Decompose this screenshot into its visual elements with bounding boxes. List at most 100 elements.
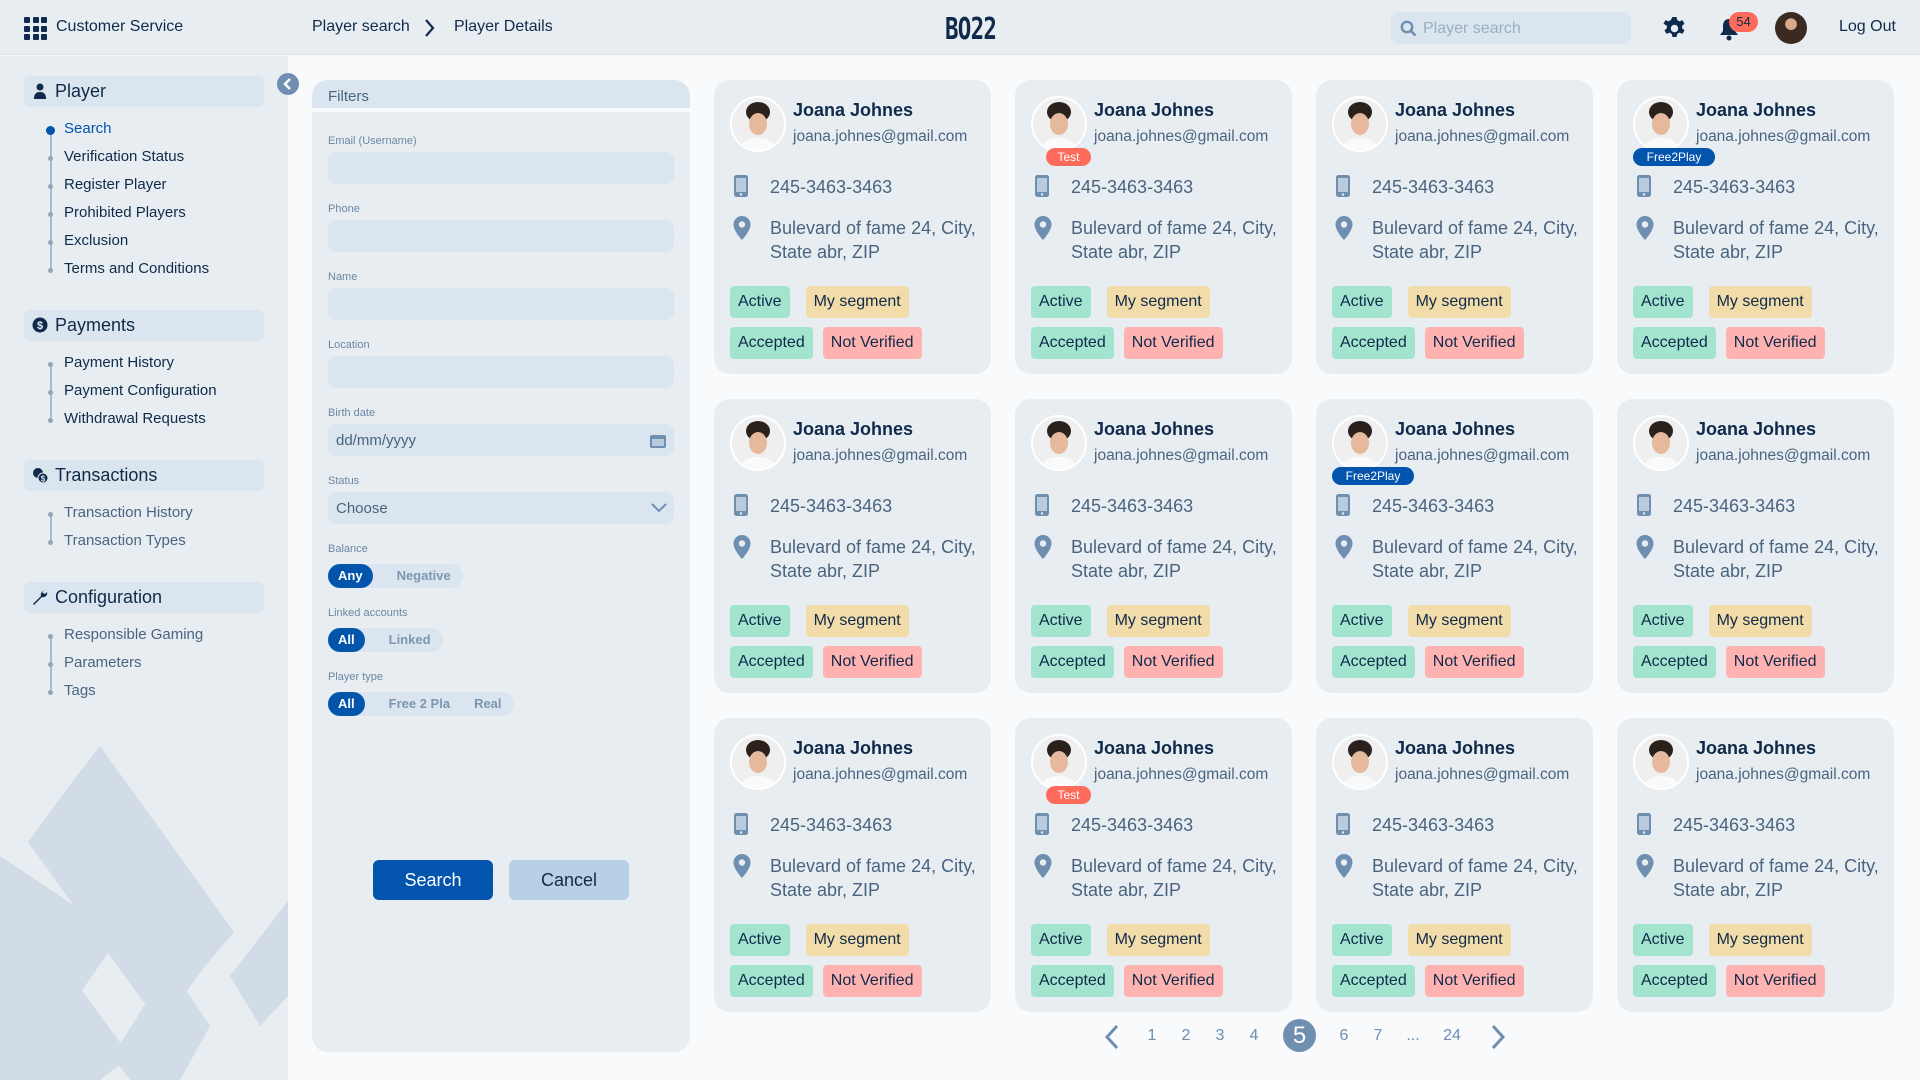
player-card[interactable]: Free2Play Joana Johnes joana.johnes@gmail.… [1316, 399, 1593, 693]
player-email: joana.johnes@gmail.com [793, 128, 968, 145]
page-3[interactable]: 3 [1215, 1027, 1225, 1044]
chevron-right-icon [425, 19, 435, 37]
player-card[interactable]: Test Joana Johnes joana.johnes@gmail.com 24… [1015, 80, 1292, 374]
player-photo [1334, 417, 1386, 469]
prev-page-icon[interactable] [1104, 1024, 1120, 1050]
player-phone: 245-3463-3463 [1372, 496, 1495, 516]
sidebar-item-verification-status[interactable]: Verification Status [64, 148, 185, 165]
sidebar-item-parameters[interactable]: Parameters [64, 654, 142, 671]
type-free2play[interactable]: Free 2 Pla [388, 696, 451, 711]
player-email: joana.johnes@gmail.com [793, 447, 968, 464]
player-address: Bulevard of fame 24, City, State abr, ZI… [1372, 218, 1578, 262]
sidebar-item-tags[interactable]: Tags [64, 682, 96, 699]
player-email: joana.johnes@gmail.com [1094, 128, 1269, 145]
sidebar-item-register-player[interactable]: Register Player [64, 176, 167, 193]
player-card[interactable]: Joana Johnes joana.johnes@gmail.com 245-34… [1015, 399, 1292, 693]
page-1[interactable]: 1 [1147, 1027, 1157, 1044]
tag-not-verified: Not Verified [1123, 965, 1223, 997]
tag-active: Active [1633, 924, 1693, 956]
sidebar-item-prohibited-players[interactable]: Prohibited Players [64, 204, 186, 221]
gear-icon[interactable] [1662, 16, 1687, 41]
tag-accepted: Accepted [1031, 646, 1114, 678]
type-all[interactable]: All [328, 692, 365, 716]
test-badge: Test [1046, 786, 1091, 804]
player-card[interactable]: Joana Johnes joana.johnes@gmail.com 245-34… [714, 80, 991, 374]
player-avatar [1332, 734, 1388, 790]
tag-active: Active [1633, 286, 1693, 318]
player-card[interactable]: Joana Johnes joana.johnes@gmail.com 245-34… [714, 399, 991, 693]
transactions-icon: $ [33, 468, 48, 484]
phone-icon [1336, 494, 1350, 516]
sidebar-item-search[interactable]: Search [64, 120, 112, 137]
search-button[interactable]: Search [373, 860, 493, 900]
tag-my-segment: My segment [1106, 605, 1210, 637]
sidebar-item-withdrawal-requests[interactable]: Withdrawal Requests [64, 410, 206, 427]
email-field[interactable] [328, 152, 674, 184]
player-card[interactable]: Joana Johnes joana.johnes@gmail.com 245-34… [714, 718, 991, 1012]
player-phone: 245-3463-3463 [1673, 177, 1796, 197]
sidebar-group-payments[interactable]: $ Payments [24, 310, 264, 341]
player-address: Bulevard of fame 24, City, State abr, ZI… [1673, 218, 1879, 262]
tag-accepted: Accepted [730, 327, 813, 359]
linked-linked[interactable]: Linked [388, 632, 431, 647]
page-2[interactable]: 2 [1181, 1027, 1191, 1044]
location-pin-icon [733, 216, 751, 240]
birth-date-field[interactable]: dd/mm/yyyy [328, 424, 674, 456]
status-select[interactable]: Choose [328, 492, 674, 524]
location-pin-icon [1034, 535, 1052, 559]
sidebar-item-payment-configuration[interactable]: Payment Configuration [64, 382, 217, 399]
name-field[interactable] [328, 288, 674, 320]
collapse-sidebar-button[interactable] [277, 73, 299, 95]
player-search-input[interactable]: Player search [1391, 12, 1631, 44]
player-card[interactable]: Test Joana Johnes joana.johnes@gmail.com 24… [1015, 718, 1292, 1012]
next-page-icon[interactable] [1490, 1024, 1506, 1050]
cancel-button[interactable]: Cancel [509, 860, 629, 900]
page-7[interactable]: 7 [1373, 1027, 1383, 1044]
calendar-icon[interactable] [650, 433, 666, 448]
player-card[interactable]: Joana Johnes joana.johnes@gmail.com 245-34… [1617, 718, 1894, 1012]
sidebar-item-transaction-types[interactable]: Transaction Types [64, 532, 186, 549]
logout-link[interactable]: Log Out [1839, 18, 1896, 35]
player-card[interactable]: Joana Johnes joana.johnes@gmail.com 245-34… [1316, 80, 1593, 374]
tag-accepted: Accepted [1633, 327, 1716, 359]
sidebar-item-transaction-history[interactable]: Transaction History [64, 504, 193, 521]
sidebar-item-exclusion[interactable]: Exclusion [64, 232, 129, 249]
tag-my-segment: My segment [805, 286, 909, 318]
player-card[interactable]: Free2Play Joana Johnes joana.johnes@gmail.… [1617, 80, 1894, 374]
sidebar: Player Search Verification Status Register … [0, 56, 288, 1080]
sidebar-item-payment-history[interactable]: Payment History [64, 354, 175, 371]
sidebar-item-terms-and-conditions[interactable]: Terms and Conditions [64, 260, 210, 277]
sidebar-tree-line [50, 514, 52, 542]
apps-grid-icon[interactable] [24, 17, 47, 40]
balance-negative[interactable]: Negative [396, 568, 451, 583]
page-4[interactable]: 4 [1249, 1027, 1259, 1044]
player-card[interactable]: Joana Johnes joana.johnes@gmail.com 245-34… [1617, 399, 1894, 693]
location-pin-icon [1034, 854, 1052, 878]
page-6[interactable]: 6 [1339, 1027, 1349, 1044]
player-photo [1334, 98, 1386, 150]
phone-field[interactable] [328, 220, 674, 252]
player-card[interactable]: Joana Johnes joana.johnes@gmail.com 245-34… [1316, 718, 1593, 1012]
sidebar-item-bullet [46, 126, 55, 135]
chevron-left-icon [283, 78, 291, 90]
svg-text:$: $ [41, 475, 46, 484]
chevron-down-icon [651, 503, 667, 513]
location-field[interactable] [328, 356, 674, 388]
sidebar-group-configuration[interactable]: Configuration [24, 582, 264, 613]
free2play-badge: Free2Play [1332, 467, 1414, 485]
sidebar-item-bullet [48, 662, 53, 667]
page-24[interactable]: 24 [1443, 1027, 1461, 1044]
user-avatar[interactable] [1775, 12, 1807, 44]
player-phone: 245-3463-3463 [1372, 815, 1495, 835]
sidebar-group-transactions[interactable]: $ Transactions [24, 460, 264, 491]
sidebar-item-responsible-gaming[interactable]: Responsible Gaming [64, 626, 204, 643]
type-real[interactable]: Real [474, 696, 502, 711]
player-avatar [1031, 734, 1087, 790]
location-pin-icon [733, 854, 751, 878]
breadcrumb-player-search[interactable]: Player search [312, 18, 410, 35]
sidebar-group-player[interactable]: Player [24, 76, 264, 107]
page-5[interactable]: 5 [1283, 1019, 1316, 1052]
linked-all[interactable]: All [328, 628, 365, 652]
balance-any[interactable]: Any [328, 564, 373, 588]
player-avatar [1633, 415, 1689, 471]
